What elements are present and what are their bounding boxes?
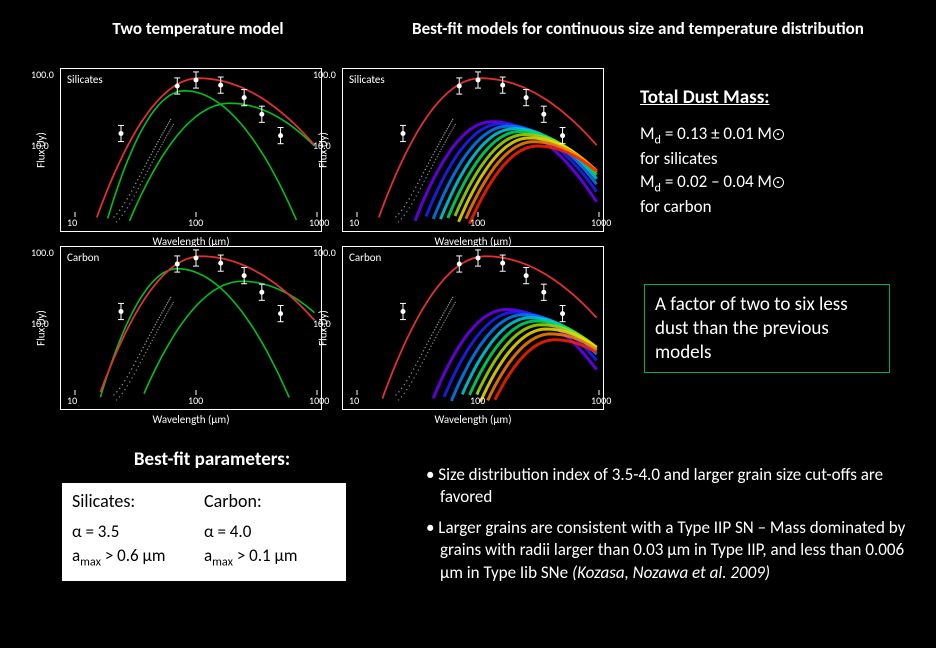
params-carbon-alpha: α = 4.0 <box>204 520 336 544</box>
factor-box: A factor of two to six less dust than th… <box>644 284 890 373</box>
chart-carbon-two-temp: CarbonFlux (Jy)Wavelength (μm)1010010001… <box>60 246 322 410</box>
total-dust-mass-block: Total Dust Mass: Md = 0.13 ± 0.01 M for … <box>640 86 920 217</box>
mass-silicates-note: for silicates <box>640 148 920 169</box>
msun-icon <box>773 177 784 188</box>
chart-silicates-two-temp: SilicatesFlux (Jy)Wavelength (μm)1010010… <box>60 68 322 232</box>
bullet-2-reference: (Kozasa, Nozawa et al. 2009) <box>572 562 770 583</box>
params-silicates-amax: amax > 0.6 μm <box>72 544 204 571</box>
params-silicates-header: Silicates: <box>72 489 204 514</box>
header-right: Best-fit models for continuous size and … <box>368 18 908 39</box>
chart-carbon-continuous: CarbonFlux (Jy)Wavelength (μm)1010010001… <box>342 246 604 410</box>
mass-title: Total Dust Mass: <box>640 86 920 109</box>
mass-carbon-note: for carbon <box>640 196 920 217</box>
params-carbon-header: Carbon: <box>204 489 336 514</box>
params-table: Silicates: Carbon: α = 3.5 α = 4.0 amax … <box>62 483 346 581</box>
bullet-2: • Larger grains are consistent with a Ty… <box>426 517 920 584</box>
params-title: Best-fit parameters: <box>62 448 362 471</box>
msun-icon <box>773 129 784 140</box>
mass-carbon: Md = 0.02 – 0.04 M <box>640 171 920 196</box>
mass-silicates: Md = 0.13 ± 0.01 M <box>640 123 920 148</box>
params-carbon-amax: amax > 0.1 μm <box>204 544 336 571</box>
best-fit-params: Best-fit parameters: Silicates: Carbon: … <box>62 448 362 581</box>
bullets-block: • Size distribution index of 3.5-4.0 and… <box>426 464 920 592</box>
header-left: Two temperature model <box>28 18 368 39</box>
params-silicates-alpha: α = 3.5 <box>72 520 204 544</box>
chart-silicates-continuous: SilicatesFlux (Jy)Wavelength (μm)1010010… <box>342 68 604 232</box>
charts-grid: SilicatesFlux (Jy)Wavelength (μm)1010010… <box>60 68 604 410</box>
bullet-1: • Size distribution index of 3.5-4.0 and… <box>426 464 920 509</box>
